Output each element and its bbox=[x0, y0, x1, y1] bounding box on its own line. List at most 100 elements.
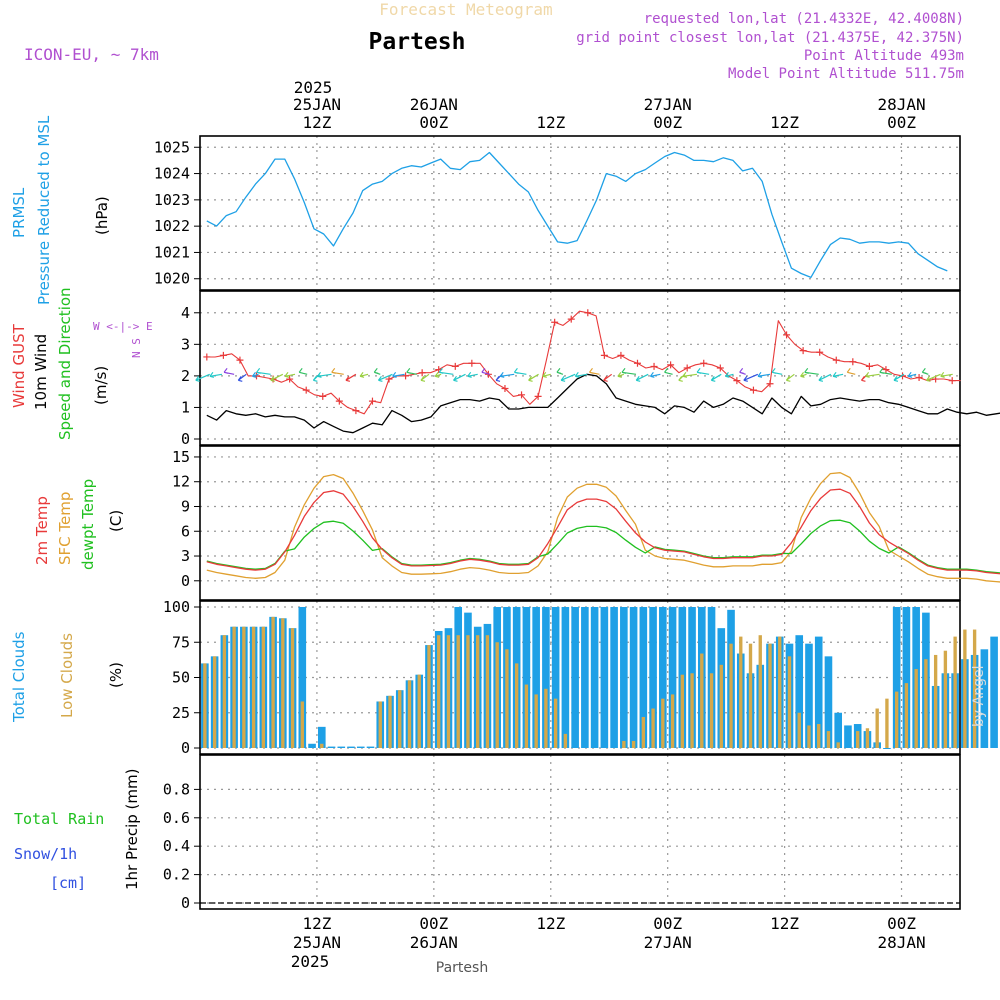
gust-marker bbox=[633, 359, 641, 367]
low-cloud-bar bbox=[417, 674, 421, 748]
total-rain-label: Total Rain bbox=[14, 810, 104, 828]
gust-marker bbox=[368, 397, 376, 405]
top-time-label: 00Z bbox=[653, 113, 682, 132]
faded-title: Forecast Meteogram bbox=[379, 0, 552, 19]
low-cloud-bar bbox=[495, 642, 499, 748]
dewpt-temp-line bbox=[206, 519, 1000, 574]
low-cloud-bar bbox=[271, 616, 275, 748]
y-tick-label: 1 bbox=[181, 398, 190, 416]
requested-coords: requested lon,lat (21.4332E, 42.4008N) bbox=[644, 11, 964, 27]
low-cloud-bar bbox=[885, 698, 889, 748]
gust-marker bbox=[286, 375, 294, 383]
total-cloud-bar bbox=[317, 726, 326, 748]
low-cloud-bar bbox=[641, 716, 646, 748]
watermark: by Angel bbox=[971, 666, 987, 727]
bottom-date-label: 26JAN bbox=[410, 933, 458, 952]
low-cloud-bar bbox=[320, 743, 324, 748]
low-cloud-bar bbox=[865, 728, 870, 748]
total-cloud-bar bbox=[892, 607, 901, 748]
gust-marker bbox=[418, 369, 426, 377]
low-cloud-bar bbox=[836, 742, 840, 748]
low-cloud-bar bbox=[437, 635, 441, 748]
wind-direction-arrow bbox=[298, 367, 308, 375]
bottom-time-label: 12Z bbox=[302, 914, 331, 933]
total-cloud-bar bbox=[522, 607, 531, 748]
top-time-label: 00Z bbox=[887, 113, 916, 132]
low-cloud-bar bbox=[943, 650, 948, 748]
y-tick-label: 6 bbox=[181, 522, 190, 540]
bottom-date-label: 27JAN bbox=[644, 933, 692, 952]
wind-unit: (m/s) bbox=[92, 366, 110, 405]
snow-label: Snow/1h bbox=[14, 845, 77, 863]
gust-marker bbox=[352, 407, 360, 415]
wind-direction-arrow bbox=[907, 371, 917, 378]
total-cloud-bar bbox=[668, 607, 677, 748]
low-cloud-bar bbox=[807, 725, 811, 748]
low-cloud-bar bbox=[378, 701, 382, 748]
y-tick-label: 0.4 bbox=[163, 837, 190, 855]
low-cloud-bar bbox=[787, 656, 792, 748]
wind-direction-arrow bbox=[832, 371, 844, 378]
wind-direction-arrow bbox=[195, 373, 210, 382]
wind-direction-arrow bbox=[373, 367, 381, 375]
y-tick-label: 1022 bbox=[154, 217, 190, 235]
gust-marker bbox=[600, 351, 608, 359]
gust-marker bbox=[899, 372, 907, 380]
low-clouds-label: Low Clouds bbox=[58, 633, 76, 718]
prmsl-label: PRMSL bbox=[10, 187, 28, 238]
wind-direction-arrow bbox=[635, 373, 649, 382]
low-cloud-bar bbox=[466, 635, 470, 748]
total-cloud-bar bbox=[561, 607, 570, 748]
gust-marker bbox=[335, 397, 343, 405]
total-clouds-label: Total Clouds bbox=[10, 631, 28, 723]
top-date-label: 28JAN bbox=[877, 95, 925, 114]
wind-direction-arrow bbox=[467, 371, 478, 378]
low-cloud-bar bbox=[427, 645, 431, 748]
cloud-labels: Total Clouds Low Clouds (%) bbox=[10, 631, 125, 723]
y-tick-label: 2 bbox=[181, 367, 190, 385]
total-cloud-bar bbox=[308, 743, 316, 748]
low-cloud-bar bbox=[485, 635, 490, 748]
y-tick-label: 12 bbox=[172, 473, 190, 491]
total-cloud-bar bbox=[620, 607, 628, 748]
y-tick-label: 3 bbox=[181, 547, 190, 565]
low-cloud-bar bbox=[933, 654, 938, 748]
top-time-label: 12Z bbox=[770, 113, 799, 132]
total-cloud-bar bbox=[980, 649, 989, 748]
wind-direction-arrow bbox=[481, 367, 491, 375]
gust-marker bbox=[385, 375, 393, 383]
gust-marker bbox=[534, 392, 542, 400]
total-cloud-bar bbox=[532, 607, 540, 748]
low-cloud-bar bbox=[563, 733, 568, 748]
wind-speed-line bbox=[206, 373, 1000, 434]
total-cloud-bar bbox=[990, 636, 998, 748]
gust-marker bbox=[567, 315, 575, 323]
total-cloud-bar bbox=[649, 607, 657, 748]
wind-direction-arrow bbox=[771, 367, 783, 375]
low-cloud-bar bbox=[797, 712, 801, 748]
low-cloud-bar bbox=[778, 636, 782, 748]
total-cloud-bar bbox=[347, 746, 355, 748]
temp-2m-line bbox=[206, 488, 1000, 575]
low-cloud-bar bbox=[203, 663, 207, 748]
y-tick-label: 0 bbox=[181, 894, 190, 912]
wind-direction-arrow bbox=[345, 373, 357, 382]
bottom-time-label: 12Z bbox=[536, 914, 565, 933]
panel-frame bbox=[199, 290, 961, 446]
low-cloud-bar bbox=[300, 701, 304, 748]
low-cloud-bar bbox=[505, 649, 509, 748]
wind-direction-arrow bbox=[560, 373, 576, 382]
pressure-msl-label: Pressure Reduced to MSL bbox=[35, 115, 53, 305]
wind-labels: Wind GUST 10m Wind Speed and Direction (… bbox=[10, 287, 153, 440]
y-tick-label: 0.6 bbox=[163, 809, 190, 827]
total-cloud-bar bbox=[639, 607, 648, 748]
wind-10m-label: 10m Wind bbox=[32, 334, 50, 410]
wind-direction-arrow bbox=[377, 373, 393, 382]
low-cloud-bar bbox=[875, 708, 879, 748]
wind-direction-arrow bbox=[818, 373, 832, 382]
wind-direction-arrow bbox=[223, 367, 235, 375]
low-cloud-bar bbox=[904, 683, 909, 748]
top-date-label: 26JAN bbox=[410, 95, 458, 114]
total-cloud-bar bbox=[659, 607, 667, 748]
